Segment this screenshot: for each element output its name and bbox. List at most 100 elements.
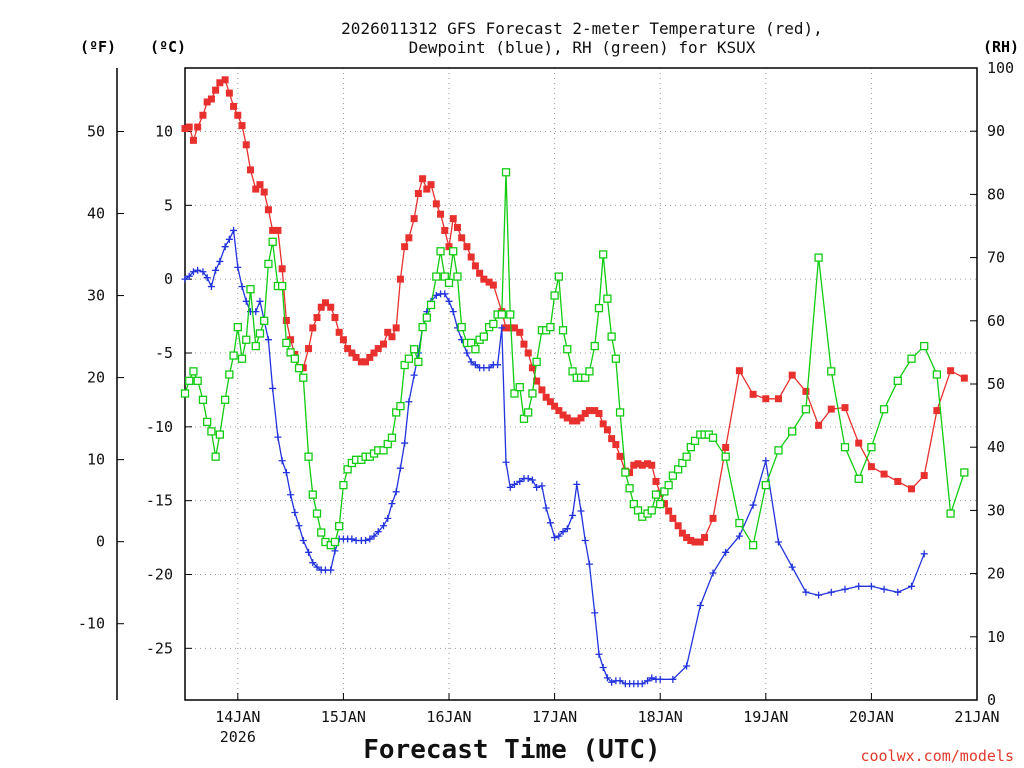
temperature-point bbox=[691, 538, 699, 546]
temperature-point bbox=[520, 340, 528, 348]
rh-point bbox=[840, 443, 850, 452]
rh-point bbox=[581, 373, 590, 382]
celsius-tick-label: -10 bbox=[146, 418, 173, 436]
temperature-point bbox=[327, 303, 335, 311]
dewpoint-point bbox=[595, 650, 603, 658]
rh-point bbox=[558, 326, 568, 335]
rh-point bbox=[621, 468, 630, 477]
rh-point bbox=[278, 281, 287, 291]
dewpoint-point bbox=[538, 482, 546, 490]
rh-point bbox=[211, 452, 220, 461]
temperature-point bbox=[216, 79, 224, 87]
dewpoint-point bbox=[581, 537, 589, 545]
temperature-point bbox=[427, 181, 435, 189]
rh-tick-label: 50 bbox=[987, 375, 1005, 393]
rh-point bbox=[590, 341, 599, 351]
rh-point bbox=[457, 322, 466, 332]
dewpoint-point bbox=[370, 532, 378, 540]
rh-line bbox=[184, 172, 965, 547]
dewpoint-point bbox=[401, 439, 409, 447]
dewpoint-point bbox=[709, 569, 717, 577]
dewpoint-point bbox=[855, 582, 863, 590]
temperature-point bbox=[603, 426, 611, 434]
rh-tick-label: 100 bbox=[987, 59, 1014, 77]
dewpoint-point bbox=[203, 274, 211, 282]
temperature-point bbox=[880, 470, 888, 478]
rh-point bbox=[647, 506, 656, 515]
temperature-point bbox=[203, 98, 211, 106]
temperature-point bbox=[299, 364, 307, 372]
dewpoint-point bbox=[599, 664, 607, 672]
rh-point bbox=[237, 354, 247, 363]
temperature-point bbox=[432, 200, 440, 208]
temperature-point bbox=[920, 472, 928, 480]
rh-point bbox=[246, 285, 255, 294]
dewpoint-point bbox=[591, 609, 599, 617]
rh-point bbox=[335, 522, 344, 531]
rh-point bbox=[920, 341, 929, 351]
temperature-point bbox=[815, 421, 823, 429]
temperature-point bbox=[374, 345, 382, 353]
temperature-point bbox=[238, 122, 246, 130]
dewpoint-point bbox=[242, 297, 250, 305]
dewpoint-point bbox=[867, 582, 875, 590]
dewpoint-point bbox=[494, 361, 502, 369]
temperature-point bbox=[194, 123, 202, 131]
temperature-point bbox=[185, 123, 193, 131]
temperature-point bbox=[762, 395, 770, 403]
dewpoint-point bbox=[516, 477, 524, 485]
dewpoint-point bbox=[644, 677, 652, 685]
temperature-point bbox=[189, 136, 197, 144]
dewpoint-point bbox=[441, 290, 449, 298]
rh-point bbox=[242, 335, 251, 344]
temperature-point bbox=[591, 407, 599, 415]
temperature-point bbox=[181, 125, 189, 133]
x-tick-label: 15JAN bbox=[321, 708, 366, 726]
temperature-point bbox=[414, 190, 422, 198]
dewpoint-point bbox=[533, 483, 541, 491]
dewpoint-point bbox=[880, 585, 888, 593]
rh-point bbox=[814, 253, 823, 262]
temperature-point bbox=[445, 243, 453, 251]
rh-point bbox=[260, 316, 269, 325]
dewpoint-point bbox=[528, 476, 536, 484]
dewpoint-point bbox=[762, 457, 770, 465]
temperature-point bbox=[669, 514, 677, 522]
temperature-line bbox=[184, 78, 965, 543]
rh-point bbox=[497, 310, 506, 319]
dewpoint-point bbox=[749, 501, 757, 509]
x-tick-label: 19JAN bbox=[743, 708, 788, 726]
dewpoint-point bbox=[348, 535, 356, 543]
dewpoint-point bbox=[234, 263, 242, 271]
temperature-point bbox=[313, 314, 321, 322]
temperature-point bbox=[674, 522, 682, 530]
rh-point bbox=[761, 480, 770, 490]
temperature-point bbox=[212, 86, 220, 94]
dewpoint-point bbox=[432, 291, 440, 299]
temperature-point bbox=[467, 253, 475, 261]
temperature-point bbox=[510, 324, 518, 332]
temperature-point bbox=[410, 215, 418, 223]
dewpoint-point bbox=[485, 364, 493, 372]
temperature-point bbox=[370, 349, 378, 357]
temperature-point bbox=[595, 410, 603, 418]
rh-point bbox=[229, 351, 238, 360]
grid-lines bbox=[185, 68, 977, 700]
temperature-point bbox=[665, 507, 673, 515]
temperature-series bbox=[181, 76, 968, 546]
rh-point bbox=[585, 367, 594, 376]
dewpoint-point bbox=[194, 266, 202, 274]
dewpoint-point bbox=[295, 522, 303, 530]
temperature-point bbox=[282, 317, 290, 325]
temperature-point bbox=[616, 452, 624, 460]
dewpoint-point bbox=[669, 675, 677, 683]
dewpoint-point bbox=[573, 480, 581, 488]
chart-title-line-2: Dewpoint (blue), RH (green) for KSUX bbox=[409, 38, 756, 57]
rh-point bbox=[748, 541, 758, 550]
dewpoint-point bbox=[551, 534, 559, 542]
rh-point bbox=[294, 364, 304, 373]
rh-point bbox=[290, 354, 299, 363]
temperature-point bbox=[608, 435, 616, 443]
rh-point bbox=[735, 518, 744, 528]
temperature-point bbox=[362, 358, 370, 366]
